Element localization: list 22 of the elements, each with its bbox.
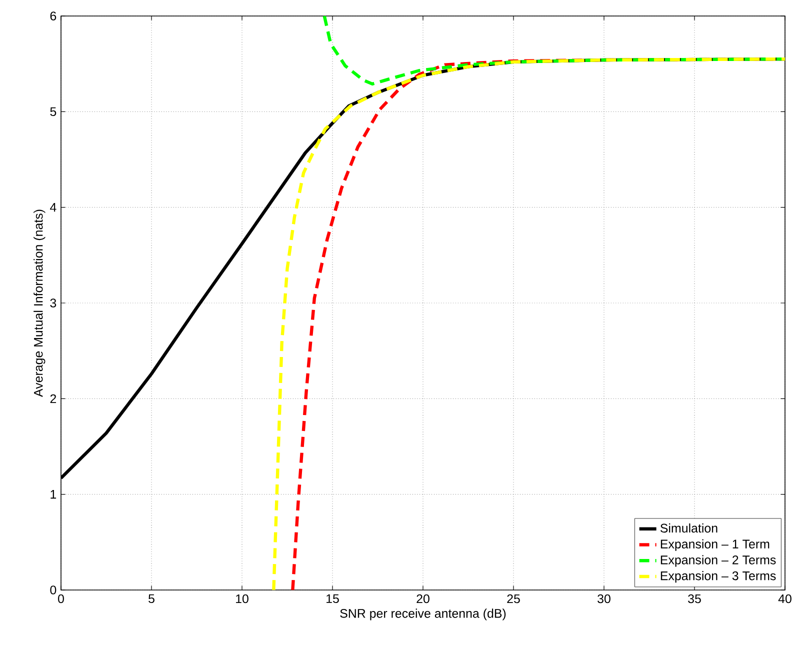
y-tick-label: 4	[50, 203, 56, 212]
x-tick-label: 10	[236, 594, 248, 604]
y-tick-label: 6	[50, 12, 56, 20]
x-tick-label: 25	[507, 594, 520, 604]
y-tick-label: 3	[50, 298, 56, 308]
x-tick-label: 20	[416, 594, 430, 604]
legend-label: Expansion – 2 Terms	[660, 555, 776, 567]
x-tick-label: 5	[148, 594, 154, 604]
x-tick-label: 0	[58, 594, 64, 604]
legend-label: Expansion – 3 Terms	[660, 571, 776, 583]
y-tick-label: 5	[50, 107, 56, 116]
legend-label: Simulation	[660, 523, 718, 533]
x-tick-label: 15	[326, 594, 339, 604]
y-tick-label: 0	[50, 586, 56, 594]
x-tick-label: 30	[598, 594, 610, 604]
y-tick-label: 1	[50, 490, 56, 499]
x-axis-title: SNR per receive antenna (dB)	[340, 608, 506, 620]
y-tick-label: 2	[50, 394, 56, 404]
y-axis-title: Average Mutual Information (nats)	[34, 210, 46, 397]
x-tick-label: 35	[688, 594, 701, 604]
x-tick-label: 40	[778, 594, 792, 604]
legend-label: Expansion – 1 Term	[660, 539, 770, 551]
